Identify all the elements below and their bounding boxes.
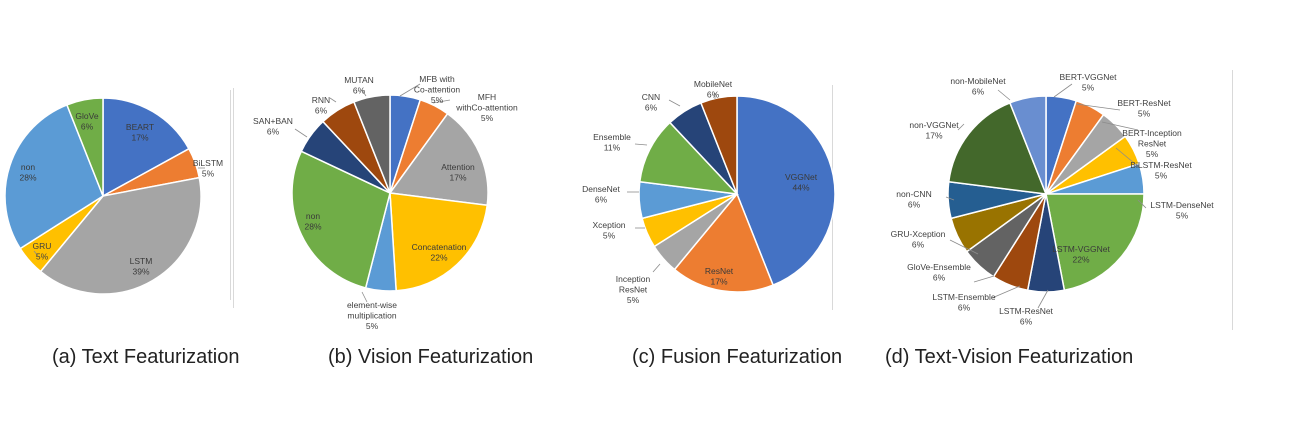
leader-line-ensemble	[634, 143, 648, 146]
slice-label-densenet: DenseNet 6%	[582, 184, 620, 205]
slice-label-non: non 28%	[19, 162, 36, 183]
caption-text-vision-featurization: (d) Text-Vision Featurization	[885, 346, 1134, 368]
slice-label-mutan: MUTAN 6%	[344, 75, 374, 96]
slice-label-non-mobilenet: non-MobileNet 6%	[950, 76, 1006, 97]
chart-b-divider	[233, 88, 234, 308]
slice-label-bert-inception-resnet: BERT-Inception ResNet 5%	[1122, 128, 1182, 159]
pie-slice-mutan	[352, 94, 391, 194]
pie-chart-text-featurization: BEART 17% BiLSTM 5% LSTM 39% GRU 5% non 28% GloVe 6…	[4, 97, 223, 295]
pie-slice-lstm-vggnet	[1045, 193, 1145, 292]
slice-label-lstm: LSTM 39%	[130, 256, 153, 277]
slice-label-gru-xception: GRU-Xception 6%	[891, 229, 946, 250]
slice-label-vggnet: VGGNet 44%	[785, 172, 818, 193]
slice-label-lstm-resnet: LSTM-ResNet 6%	[999, 306, 1053, 327]
slice-label-beart: BEART 17%	[126, 122, 154, 143]
pie-slice-glove	[65, 97, 104, 197]
leader-line-rnn	[329, 97, 337, 103]
leader-line-inception-resnet	[652, 263, 661, 273]
slice-label-rnn: RNN 6%	[312, 95, 330, 116]
leader-line-mfb-with-co-attention	[399, 83, 421, 97]
leader-line-mutan	[361, 89, 367, 97]
slice-label-glove: GloVe 6%	[75, 111, 98, 132]
leader-line-non-vggnet	[957, 123, 965, 131]
leader-line-bert-inception-resnet	[1101, 121, 1139, 131]
slice-label-non-vggnet: non-VGGNet 17%	[909, 120, 959, 141]
slice-label-mfb-with-co-attention: MFB with Co-attention 5%	[414, 74, 461, 105]
pie-chart-fusion-featurization: VGGNet 44% ResNet 17% Inception ResNet 5% Xcept…	[582, 79, 836, 305]
leader-line-gru-xception	[949, 239, 979, 255]
slice-label-lstm-densenet: LSTM-DenseNet 5%	[1150, 200, 1214, 221]
slice-label-non-cnn: non-CNN 6%	[896, 189, 931, 210]
pie-slice-concatenation	[389, 192, 489, 292]
leader-line-gru	[33, 250, 39, 257]
slice-label-mobilenet: MobileNet 6%	[694, 79, 733, 100]
pie-slice-attention	[388, 112, 489, 207]
slice-label-ensemble: Ensemble 11%	[593, 132, 631, 153]
leader-line-lstm-resnet	[1037, 289, 1049, 309]
leader-line-lstm-densenet	[1137, 199, 1147, 209]
slice-label-bilstm-resnet: BiLSTM-ResNet 5%	[1130, 160, 1192, 181]
pie-slice-non	[4, 103, 104, 250]
pie-slice-non-mobilenet	[1008, 95, 1047, 195]
caption-text-featurization: (a) Text Featurization	[52, 346, 240, 368]
leader-line-bert-vggnet	[1053, 83, 1073, 98]
chart-d-divider	[1232, 70, 1233, 330]
slice-label-concatenation: Concatenation 22%	[412, 242, 467, 263]
slice-label-glove-ensemble: GloVe-Ensemble 6%	[907, 262, 971, 283]
slice-label-inception-resnet: Inception ResNet 5%	[616, 274, 651, 305]
leader-line-cnn	[668, 99, 681, 107]
pie-slice-non-vggnet	[947, 101, 1048, 195]
caption-fusion-featurization: (c) Fusion Featurization	[632, 346, 843, 368]
pie-slice-mobilenet	[699, 95, 738, 195]
leader-line-non-mobilenet	[997, 89, 1011, 101]
slice-label-cnn: CNN 6%	[642, 92, 660, 113]
pie-slice-vggnet	[736, 95, 836, 287]
slice-label-bert-resnet: BERT-ResNet 5%	[1117, 98, 1171, 119]
leader-line-non-cnn	[945, 196, 955, 201]
slice-label-attention: Attention 17%	[441, 162, 475, 183]
slice-label-lstm-ensemble: LSTM-Ensemble 6%	[932, 292, 996, 313]
slice-label-bilstm: BiLSTM 5%	[193, 158, 223, 179]
leader-line-bert-resnet	[1075, 103, 1121, 111]
slice-label-lstm-vggnet: LSTM-VGGNet 22%	[1052, 244, 1110, 265]
slice-label-resnet: ResNet 17%	[705, 266, 734, 287]
pie-slice-lstm	[39, 176, 202, 295]
pie-chart-vision-featurization: MFB with Co-attention 5% MFH withCo-attentio…	[253, 74, 518, 331]
caption-vision-featurization: (b) Vision Featurization	[328, 346, 534, 368]
chart-a-divider	[230, 90, 231, 300]
pie-slice-ensemble	[638, 121, 739, 196]
slice-label-mfh-withco-attention: MFH withCo-attention 5%	[455, 92, 518, 123]
leader-line-bilstm-resnet	[1115, 147, 1141, 169]
slice-label-xception: Xception 5%	[592, 220, 625, 241]
leader-line-lstm-ensemble	[991, 285, 1021, 299]
pie-slice-non	[291, 150, 391, 289]
pie-chart-text-vision-featurization: BERT-VGGNet 5% BERT-ResNet 5% BERT-Inception…	[891, 72, 1215, 327]
slice-label-non: non 28%	[304, 211, 321, 232]
slice-label-gru: GRU 5%	[33, 241, 52, 262]
pie-slice-beart	[102, 97, 190, 198]
leader-line-element-wise-multiplication	[361, 291, 368, 303]
leader-line-mfh-withco-attention	[432, 99, 451, 104]
slice-label-element-wise-multiplication: element-wise multiplication 5%	[347, 300, 397, 331]
leader-line-san-ban	[294, 128, 308, 138]
pie-slice-resnet	[673, 192, 775, 293]
slice-label-bert-vggnet: BERT-VGGNet 5%	[1060, 72, 1118, 93]
slice-label-san-ban: SAN+BAN 6%	[253, 116, 293, 137]
leader-line-glove-ensemble	[973, 275, 995, 283]
